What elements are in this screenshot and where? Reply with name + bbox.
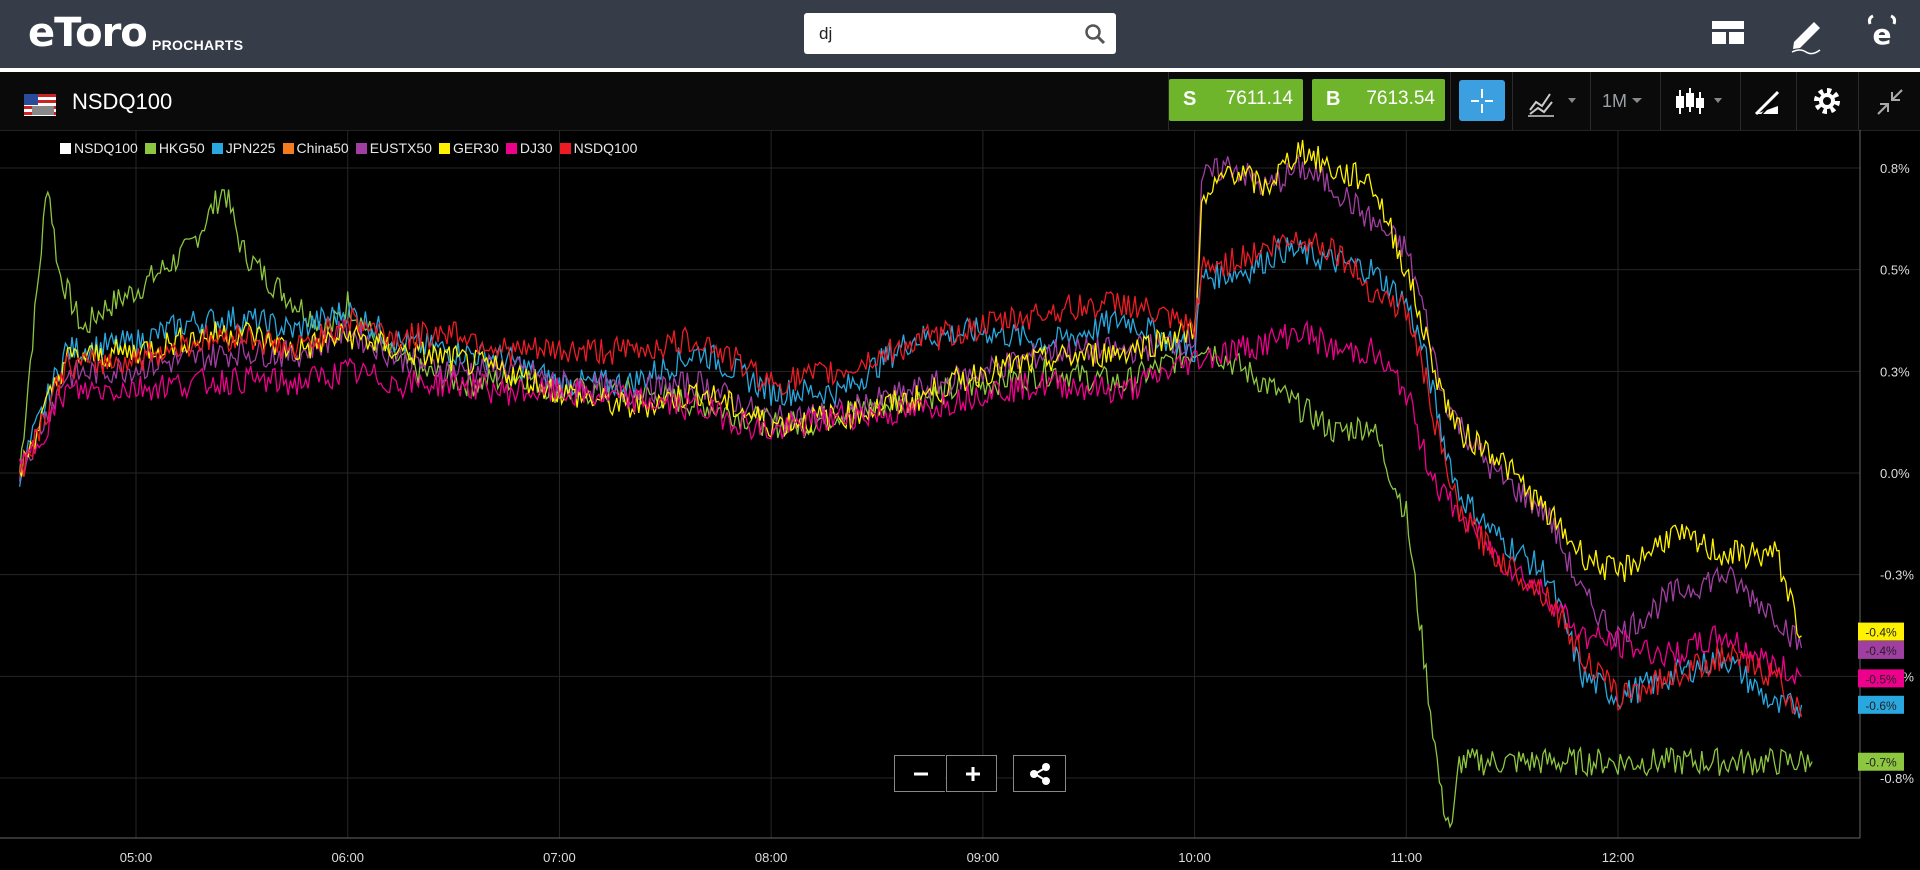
x-tick-label: 11:00: [1390, 850, 1422, 865]
legend-item[interactable]: NSDQ100: [559, 139, 638, 157]
y-tick-label: 0.8%: [1880, 161, 1910, 176]
legend-label: China50: [296, 140, 349, 156]
share-icon: [1030, 763, 1050, 785]
end-value-badge: [1858, 669, 1904, 688]
chart-legend: NSDQ100 HKG50 JPN225 China50 EUSTX50 GER…: [60, 139, 637, 157]
end-value-badge: [1858, 622, 1904, 641]
toolbar-divider: [1512, 72, 1513, 130]
end-value-label: -0.7%: [1865, 756, 1897, 770]
toolbar-divider: [1858, 72, 1859, 130]
x-tick-label: 09:00: [967, 850, 1000, 865]
instrument-header: [0, 72, 1920, 131]
toolbar-divider: [1168, 72, 1169, 130]
legend-label: EUSTX50: [369, 140, 432, 156]
x-tick-label: 06:00: [331, 850, 364, 865]
candlestick-icon[interactable]: [1672, 84, 1728, 118]
end-value-badge: [1858, 640, 1904, 659]
end-value-badge: [1858, 695, 1904, 714]
layout-icon[interactable]: [1706, 12, 1750, 56]
end-value-badge: [1858, 752, 1904, 771]
series-line-dj30: [18, 319, 1802, 685]
legend-label: HKG50: [158, 140, 205, 156]
legend-swatch: [505, 142, 517, 154]
x-tick-label: 07:00: [543, 850, 576, 865]
zoom-out-button[interactable]: [894, 755, 945, 792]
pencil-icon[interactable]: [1786, 12, 1830, 56]
legend-swatch: [559, 142, 571, 154]
legend-item[interactable]: China50: [282, 139, 349, 157]
y-tick-label: 0.5%: [1880, 263, 1910, 278]
minus-icon: [914, 772, 928, 776]
sell-price: 7611.14: [1225, 88, 1293, 109]
toolbar-divider: [1590, 72, 1591, 130]
search-icon[interactable]: [1084, 23, 1106, 45]
y-tick-label: 0.0%: [1880, 466, 1910, 481]
drawing-tools-icon[interactable]: [1752, 84, 1782, 118]
compare-chart-icon[interactable]: [1526, 84, 1582, 118]
collapse-icon[interactable]: [1874, 84, 1906, 118]
search-input[interactable]: dj: [804, 13, 1116, 54]
legend-swatch: [60, 142, 71, 154]
legend-label: GER30: [452, 140, 499, 156]
buy-button[interactable]: B 7613.54: [1312, 79, 1445, 121]
toolbar-divider: [1740, 72, 1741, 130]
toolbar-divider: [1450, 72, 1451, 130]
legend-label: NSDQ100: [573, 140, 638, 156]
search-value[interactable]: dj: [819, 24, 833, 43]
x-tick-label: 08:00: [755, 850, 788, 865]
end-value-label: -0.4%: [1865, 644, 1897, 658]
buy-label: B: [1326, 88, 1341, 110]
legend-swatch: [211, 142, 223, 154]
timeframe-dropdown[interactable]: 1M: [1602, 91, 1628, 111]
crosshair-button[interactable]: [1459, 80, 1505, 121]
legend-item[interactable]: GER30: [438, 139, 499, 157]
legend-item[interactable]: EUSTX50: [355, 139, 432, 157]
svg-text:e: e: [1873, 18, 1892, 51]
series-line-jpn225: [18, 237, 1803, 719]
end-value-label: -0.6%: [1865, 699, 1897, 713]
legend-label: NSDQ100: [74, 140, 138, 156]
legend-item[interactable]: DJ30: [505, 139, 553, 157]
plus-icon: [966, 767, 980, 781]
chevron-down-icon[interactable]: [1630, 84, 1644, 118]
end-value-label: -0.5%: [1865, 672, 1897, 686]
share-button[interactable]: [1013, 755, 1066, 792]
procharts-label: PROCHARTS: [152, 37, 244, 53]
legend-label: DJ30: [519, 140, 553, 156]
toolbar-divider: [1660, 72, 1661, 130]
x-tick-label: 05:00: [120, 850, 153, 865]
series-line-nsdq100: [18, 231, 1803, 718]
toolbar-divider: [1796, 72, 1797, 130]
sell-button[interactable]: S 7611.14: [1169, 79, 1303, 121]
x-tick-label: 10:00: [1178, 850, 1211, 865]
legend-label: JPN225: [225, 140, 276, 156]
y-tick-label: -0.3%: [1880, 568, 1914, 583]
etoro-user-icon[interactable]: e: [1860, 12, 1904, 56]
sell-label: S: [1183, 88, 1197, 110]
gear-icon[interactable]: [1810, 84, 1844, 118]
header-divider: [0, 68, 1920, 72]
y-tick-label: 0.3%: [1880, 364, 1910, 379]
instrument-symbol: NSDQ100: [72, 89, 173, 114]
legend-swatch: [282, 142, 294, 154]
legend-swatch: [438, 142, 450, 154]
buy-price: 7613.54: [1366, 88, 1435, 109]
zoom-in-button[interactable]: [946, 755, 997, 792]
end-value-label: -0.4%: [1865, 626, 1897, 640]
legend-item[interactable]: NSDQ100: [60, 139, 138, 157]
crosshair-icon: [1471, 89, 1493, 113]
legend-swatch: [144, 142, 156, 154]
etoro-logo[interactable]: eToro: [28, 10, 148, 56]
x-tick-label: 12:00: [1602, 850, 1635, 865]
comparison-chart[interactable]: 0.8% 0.5% 0.3% 0.0% -0.3% -0.5% -0.8% 05:00 06:0…: [0, 130, 1920, 870]
series-line-ger30: [18, 139, 1802, 639]
y-tick-label: -0.8%: [1880, 771, 1914, 786]
legend-swatch: [355, 142, 367, 154]
us-flag-icon: [24, 94, 56, 116]
legend-item[interactable]: JPN225: [211, 139, 276, 157]
legend-item[interactable]: HKG50: [144, 139, 205, 157]
